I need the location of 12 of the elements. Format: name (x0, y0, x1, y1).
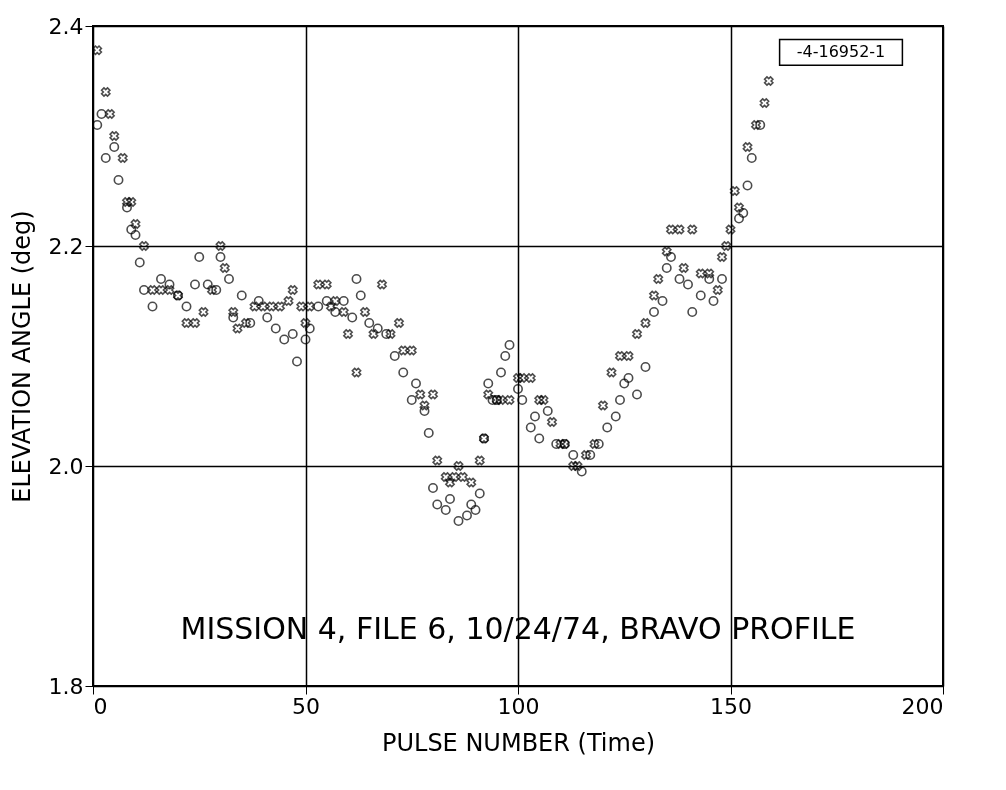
annotation: -4-16952-1 (796, 42, 886, 62)
y-axis-title: ELEVATION ANGLE (deg) (7, 210, 36, 503)
x-tick-label: 0 (93, 693, 108, 719)
x-tick-label: 150 (710, 693, 752, 719)
x-tick-label: 50 (292, 693, 320, 719)
y-tick-label: 2.0 (48, 453, 84, 479)
y-tick-label: 1.8 (48, 673, 84, 699)
x-tick-label: 200 (901, 693, 944, 719)
y-tick-label: 2.4 (48, 13, 84, 39)
x-tick-label: 100 (497, 693, 540, 719)
y-tick-label: 2.2 (48, 233, 84, 259)
x-axis-title: PULSE NUMBER (Time) (381, 728, 656, 757)
